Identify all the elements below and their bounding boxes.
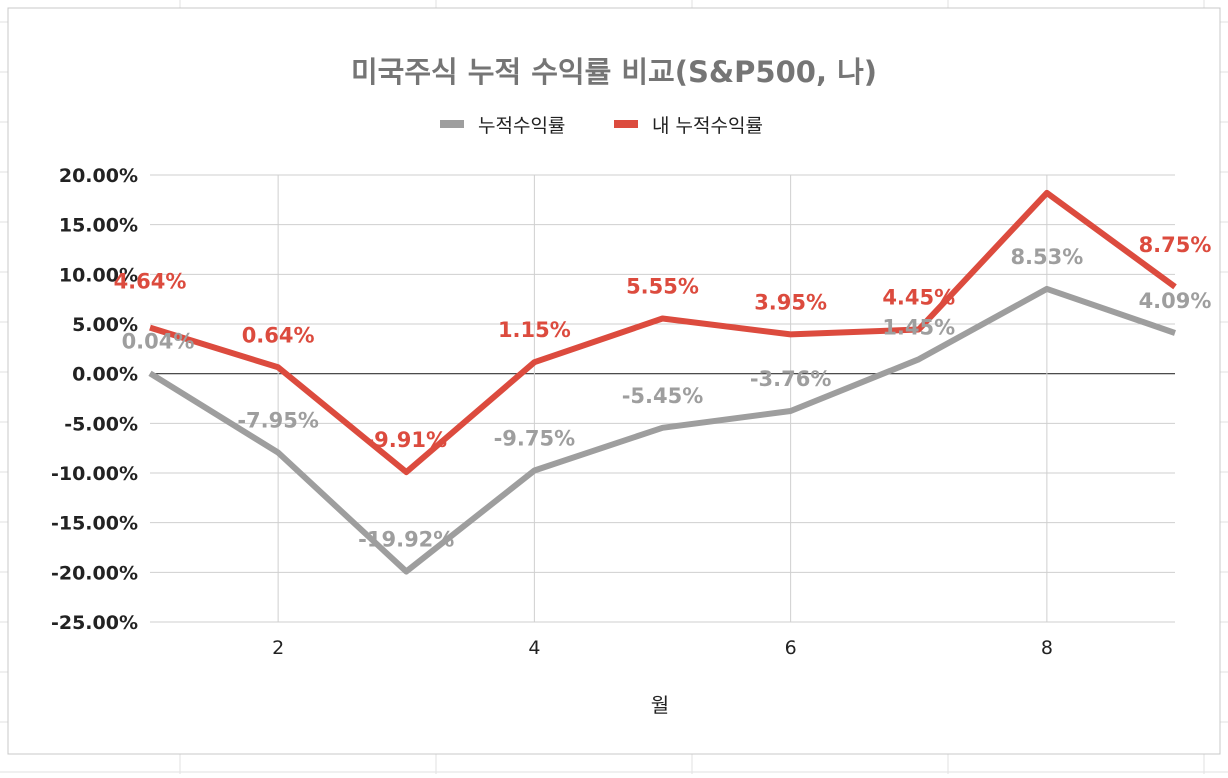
data-labels: 0.04% -7.95% -19.92% -9.75% -5.45% -3.76% 1.45…: [114, 233, 1212, 552]
y-tick-label: 15.00%: [59, 215, 138, 237]
y-tick-label: 10.00%: [59, 264, 138, 286]
legend-swatch: [614, 120, 638, 128]
x-tick-label: 4: [528, 637, 540, 659]
data-label: 1.45%: [882, 315, 955, 339]
y-tick-label: 5.00%: [72, 314, 138, 336]
data-label: -9.91%: [365, 428, 447, 452]
data-label: 8.53%: [1010, 245, 1083, 269]
y-tick-label: -10.00%: [51, 463, 138, 485]
series-lines: [148, 189, 1177, 575]
data-label: -3.76%: [750, 367, 832, 391]
data-label: 4.09%: [1139, 289, 1212, 313]
data-label: 8.75%: [1139, 233, 1212, 257]
series-line-1: [148, 285, 1176, 575]
data-label: 4.64%: [114, 270, 187, 294]
y-axis-ticks: 20.00% 15.00% 10.00% 5.00% 0.00% -5.00% -10.00…: [51, 165, 138, 634]
y-tick-label: -25.00%: [51, 612, 138, 634]
y-tick-label: -20.00%: [51, 562, 138, 584]
legend-label: 내 누적수익률: [652, 115, 763, 137]
legend-label: 누적수익률: [478, 115, 565, 137]
data-label: -19.92%: [358, 528, 454, 552]
data-label: 0.64%: [242, 323, 315, 347]
chart-frame: [7, 7, 1221, 755]
y-tick-label: -5.00%: [64, 413, 138, 435]
legend-swatch: [440, 120, 464, 128]
plot-gridlines: [150, 174, 1175, 623]
chart-title: 미국주식 누적 수익률 비교(S&P500, 나): [351, 55, 877, 89]
data-label: -9.75%: [494, 427, 576, 451]
x-tick-label: 8: [1041, 637, 1053, 659]
data-label: 3.95%: [754, 290, 827, 314]
data-label: 4.45%: [882, 285, 955, 309]
data-label: -7.95%: [237, 409, 319, 433]
data-label: -5.45%: [622, 384, 704, 408]
x-axis-ticks: 2 4 6 8: [272, 637, 1053, 659]
x-axis-label: 월: [651, 693, 669, 717]
x-tick-label: 2: [272, 637, 284, 659]
x-tick-label: 6: [785, 637, 797, 659]
y-tick-label: -15.00%: [51, 513, 138, 535]
y-tick-label: 20.00%: [59, 165, 138, 187]
legend: 누적수익률 내 누적수익률: [440, 115, 763, 137]
data-label: 0.04%: [122, 329, 195, 353]
series-line-2: [149, 189, 1177, 476]
data-label: 5.55%: [626, 275, 699, 299]
y-tick-label: 0.00%: [72, 364, 138, 386]
data-label: 1.15%: [498, 318, 571, 342]
